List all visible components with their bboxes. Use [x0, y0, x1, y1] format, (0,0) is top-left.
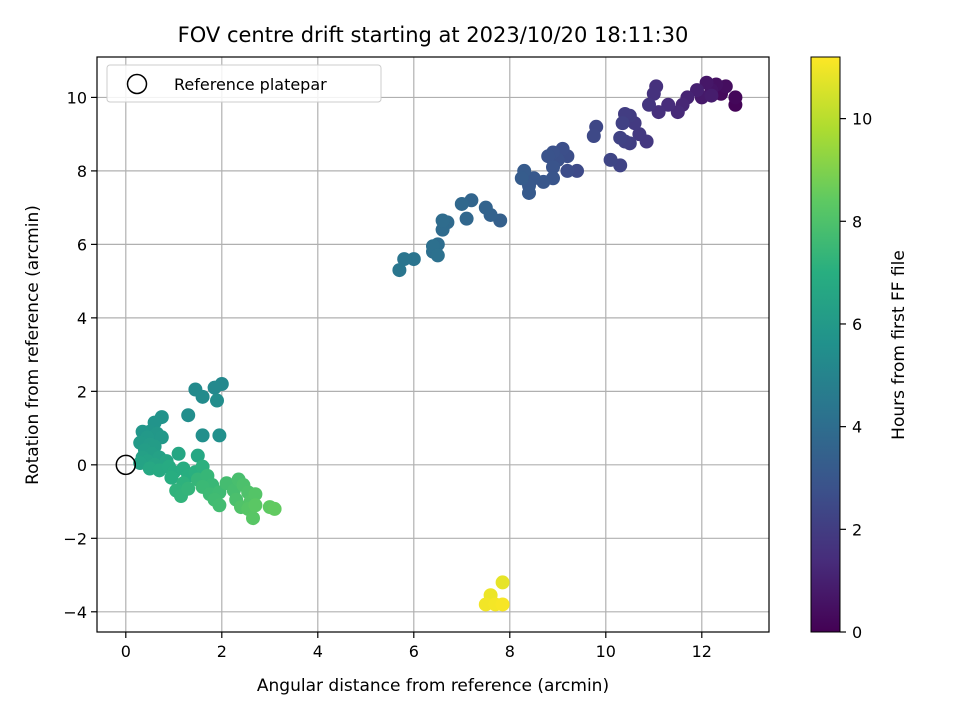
data-point — [430, 248, 445, 263]
x-tick-label: 0 — [121, 642, 131, 661]
data-point — [704, 88, 719, 103]
data-point — [171, 446, 186, 461]
x-axis-label: Angular distance from reference (arcmin) — [257, 676, 609, 696]
data-point — [651, 105, 666, 120]
data-point — [181, 408, 196, 423]
data-point — [632, 127, 647, 142]
data-point — [207, 380, 222, 395]
legend-marker-reference — [126, 73, 148, 95]
data-point — [728, 90, 743, 105]
y-tick-label: 6 — [77, 235, 87, 254]
y-tick-label: 4 — [77, 309, 87, 328]
x-tick-label: 6 — [409, 642, 419, 661]
data-points — [133, 75, 743, 612]
data-point — [615, 116, 630, 131]
y-tick-label: −2 — [63, 529, 87, 548]
y-tick-label: 2 — [77, 382, 87, 401]
data-point — [406, 252, 421, 267]
data-point — [586, 128, 601, 143]
data-point — [522, 185, 536, 200]
x-tick-label: 4 — [313, 642, 323, 661]
data-point — [514, 171, 529, 186]
data-point — [478, 200, 493, 215]
data-point — [190, 448, 205, 463]
data-point — [248, 498, 263, 513]
y-axis-ticks: −4 −2 0 2 4 6 8 10 — [63, 88, 97, 622]
y-tick-label: 10 — [67, 88, 87, 107]
data-point — [267, 501, 282, 516]
data-point — [495, 597, 510, 612]
legend: Reference platepar — [106, 64, 382, 103]
colorbar — [810, 56, 841, 633]
data-point — [459, 211, 474, 226]
reference-marker — [115, 454, 137, 476]
y-tick-label: 8 — [77, 162, 87, 181]
legend-label-reference: Reference platepar — [174, 75, 327, 94]
data-point — [661, 97, 676, 112]
plot-frame — [96, 56, 770, 633]
y-tick-label: 0 — [77, 456, 87, 475]
data-point — [195, 428, 210, 443]
data-point — [690, 83, 704, 98]
data-point — [181, 481, 196, 496]
y-axis-label: Rotation from reference (arcmin) — [23, 205, 43, 485]
colorbar-tick-label: 8 — [852, 212, 862, 231]
y-tick-label: −4 — [63, 603, 87, 622]
x-tick-label: 2 — [217, 642, 227, 661]
colorbar-tick-label: 10 — [852, 110, 872, 129]
data-point — [699, 75, 714, 90]
colorbar-label: Hours from first FF file — [889, 250, 909, 440]
data-point — [541, 149, 556, 164]
data-point — [546, 160, 560, 175]
chart-title: FOV centre drift starting at 2023/10/20 … — [178, 23, 689, 47]
data-point — [670, 105, 685, 120]
colorbar-tick-label: 6 — [852, 315, 862, 334]
legend-box — [106, 64, 382, 103]
data-point — [392, 263, 407, 278]
x-tick-label: 10 — [596, 642, 616, 661]
data-point — [495, 575, 510, 590]
data-point — [560, 163, 575, 178]
data-point — [210, 393, 224, 408]
data-point — [646, 86, 661, 101]
data-point — [454, 196, 469, 211]
data-point — [246, 511, 260, 526]
x-tick-label: 12 — [692, 642, 712, 661]
grid — [97, 57, 769, 632]
x-axis-ticks: 0 2 4 6 8 10 12 — [121, 632, 712, 661]
data-point — [613, 130, 628, 145]
data-point — [603, 152, 618, 167]
reference-point — [115, 454, 137, 476]
data-point — [478, 597, 493, 612]
data-point — [570, 163, 584, 178]
data-point — [212, 498, 227, 513]
data-point — [164, 470, 179, 485]
data-point — [195, 389, 210, 404]
colorbar-tick-label: 2 — [852, 520, 862, 539]
data-point — [248, 487, 263, 502]
colorbar-tick-label: 4 — [852, 418, 862, 437]
colorbar-tick-label: 0 — [852, 623, 862, 642]
data-point — [435, 213, 450, 228]
data-point — [642, 97, 656, 112]
data-point — [212, 428, 227, 443]
x-tick-label: 8 — [505, 642, 515, 661]
data-point — [397, 252, 412, 267]
colorbar-ticks: 0 2 4 6 8 10 — [840, 110, 872, 642]
